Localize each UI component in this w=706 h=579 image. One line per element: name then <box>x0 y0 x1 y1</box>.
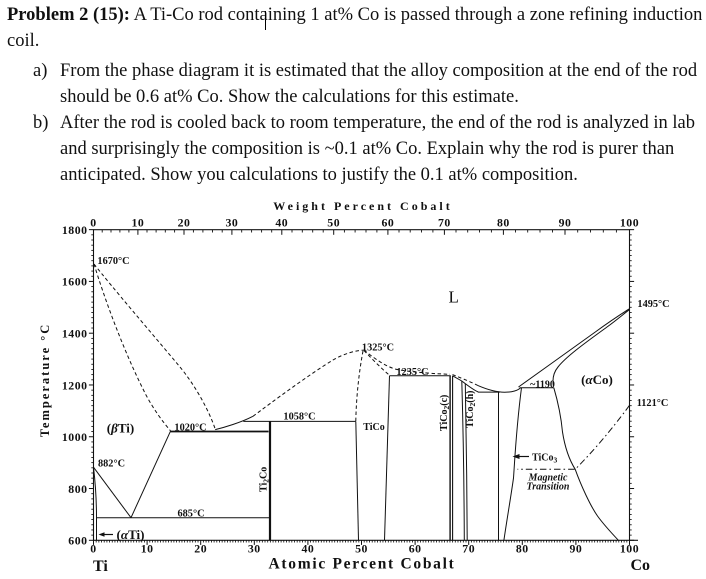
svg-text:1058°C: 1058°C <box>283 411 315 422</box>
svg-text:30: 30 <box>248 541 261 555</box>
svg-text:20: 20 <box>178 215 191 229</box>
svg-text:~1190: ~1190 <box>530 380 555 391</box>
svg-text:(αTi): (αTi) <box>117 527 145 542</box>
svg-text:80: 80 <box>516 541 529 555</box>
svg-text:(βTi): (βTi) <box>107 420 134 435</box>
svg-text:1121°C: 1121°C <box>637 398 669 409</box>
svg-text:1235°C: 1235°C <box>396 367 428 378</box>
svg-text:882°C: 882°C <box>98 459 125 470</box>
svg-text:1400: 1400 <box>62 327 88 341</box>
svg-text:60: 60 <box>382 215 395 229</box>
svg-text:L: L <box>449 288 459 307</box>
svg-text:TiCo: TiCo <box>363 422 385 433</box>
svg-text:80: 80 <box>497 215 510 229</box>
svg-text:Co: Co <box>631 557 651 574</box>
svg-text:50: 50 <box>355 541 368 555</box>
svg-text:50: 50 <box>327 215 340 229</box>
svg-text:0: 0 <box>90 215 96 229</box>
svg-text:70: 70 <box>462 541 475 555</box>
svg-text:20: 20 <box>194 541 207 555</box>
svg-text:Ti: Ti <box>93 558 108 575</box>
svg-text:TiCo2(c): TiCo2(c) <box>439 395 451 431</box>
svg-text:685°C: 685°C <box>178 508 205 519</box>
svg-text:1000: 1000 <box>62 430 88 444</box>
svg-text:1600: 1600 <box>62 275 88 289</box>
svg-text:Transition: Transition <box>527 482 570 493</box>
svg-text:60: 60 <box>409 541 422 555</box>
svg-text:1020°C: 1020°C <box>174 423 206 434</box>
svg-text:0: 0 <box>90 541 96 555</box>
svg-text:90: 90 <box>559 215 572 229</box>
svg-text:10: 10 <box>132 215 145 229</box>
svg-text:600: 600 <box>68 534 87 548</box>
svg-text:1670°C: 1670°C <box>97 256 129 267</box>
svg-text:TiCo2(h): TiCo2(h) <box>465 391 477 428</box>
svg-text:Magnetic: Magnetic <box>528 473 568 484</box>
svg-text:90: 90 <box>570 541 583 555</box>
svg-text:1200: 1200 <box>62 378 88 392</box>
svg-text:Atomic Percent Cobalt: Atomic Percent Cobalt <box>269 556 456 573</box>
svg-text:70: 70 <box>438 215 451 229</box>
svg-text:Weight Percent Cobalt: Weight Percent Cobalt <box>273 199 452 213</box>
svg-text:100: 100 <box>620 541 639 555</box>
svg-text:Ti2Co: Ti2Co <box>259 467 271 492</box>
svg-text:40: 40 <box>302 541 315 555</box>
svg-text:800: 800 <box>68 482 87 496</box>
svg-text:1495°C: 1495°C <box>637 299 669 310</box>
svg-text:1800: 1800 <box>62 223 88 237</box>
svg-text:TiCo3: TiCo3 <box>532 452 558 464</box>
svg-text:100: 100 <box>620 215 639 229</box>
svg-text:Temperature °C: Temperature °C <box>38 323 52 438</box>
svg-text:40: 40 <box>275 215 288 229</box>
svg-text:(αCo): (αCo) <box>581 372 613 387</box>
svg-text:30: 30 <box>226 215 239 229</box>
svg-text:10: 10 <box>141 541 154 555</box>
svg-text:1325°C: 1325°C <box>362 343 394 354</box>
